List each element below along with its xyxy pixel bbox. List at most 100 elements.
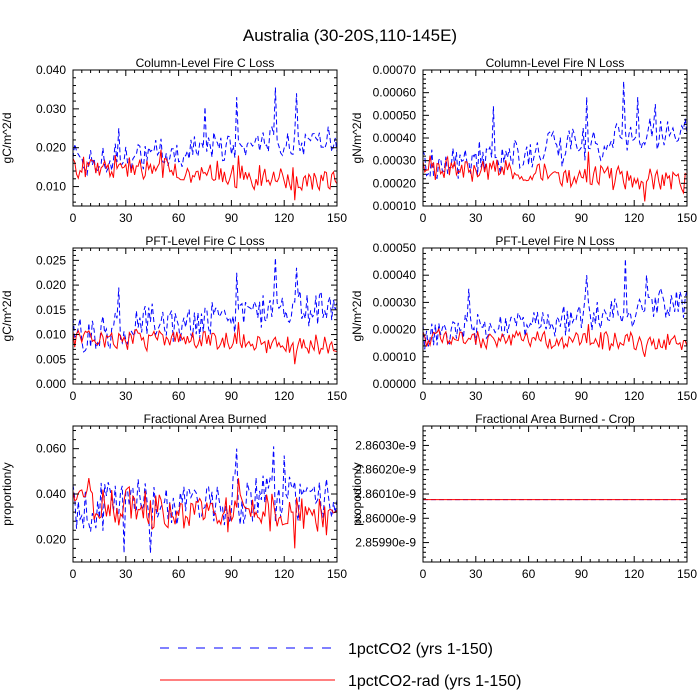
- y-axis-label: proportion/y: [350, 462, 364, 525]
- y-tick-label: 0.00010: [373, 350, 417, 364]
- y-tick-label: 2.86020e-9: [355, 463, 416, 477]
- x-tick-label: 0: [420, 389, 427, 403]
- series-group: [73, 257, 337, 365]
- x-tick-label: 60: [172, 211, 186, 225]
- y-tick-label: 0.015: [36, 303, 66, 317]
- y-axis-label: proportion/y: [0, 462, 14, 525]
- y-tick-label: 0.00070: [373, 63, 417, 77]
- y-tick-label: 0.00010: [373, 199, 417, 213]
- legend-label-2: 1pctCO2-rad (yrs 1-150): [348, 673, 521, 690]
- x-tick-label: 120: [624, 567, 644, 581]
- x-tick-label: 30: [469, 567, 483, 581]
- plot-frame: [72, 247, 338, 385]
- panels: Column-Level Fire C Loss gC/m^2/d 0 30 60 90 1…: [0, 56, 697, 581]
- y-tick-label: 0.010: [36, 180, 66, 194]
- x-tick-label: 30: [469, 211, 483, 225]
- series-line-1pctco2: [423, 81, 687, 179]
- panel-title: PFT-Level Fire N Loss: [495, 234, 614, 248]
- x-tick-label: 120: [624, 389, 644, 403]
- x-tick-label: 90: [575, 389, 589, 403]
- panel-4: PFT-Level Fire N Loss gN/m^2/d 0 30 60 90 120 1…: [350, 234, 697, 403]
- y-tick-label: 0.060: [36, 442, 66, 456]
- legend: 1pctCO2 (yrs 1-150) 1pctCO2-rad (yrs 1-15…: [160, 641, 521, 690]
- y-tick-label: 2.85990e-9: [355, 536, 416, 550]
- series-line-1pctco2: [73, 446, 337, 553]
- panel-title: Fractional Area Burned - Crop: [475, 412, 635, 426]
- x-tick-label: 150: [327, 389, 347, 403]
- panel-title: PFT-Level Fire C Loss: [145, 234, 264, 248]
- y-tick-label: 0.020: [36, 532, 66, 546]
- x-tick-label: 30: [119, 389, 133, 403]
- x-tick-label: 0: [70, 389, 77, 403]
- series-group: [73, 446, 337, 553]
- x-tick-label: 120: [624, 211, 644, 225]
- y-tick-label: 0.010: [36, 328, 66, 342]
- panel-5: Fractional Area Burned proportion/y 0 30 60 9…: [0, 412, 347, 581]
- x-tick-label: 30: [119, 211, 133, 225]
- series-group: [423, 81, 687, 202]
- panel-3: PFT-Level Fire C Loss gC/m^2/d 0 30 60 90 120 1…: [0, 234, 347, 403]
- y-tick-label: 0.00030: [373, 154, 417, 168]
- y-tick-label: 0.00020: [373, 323, 417, 337]
- series-line-1pctco2-rad: [423, 151, 687, 202]
- series-group: [423, 258, 687, 357]
- x-tick-label: 60: [522, 389, 536, 403]
- y-tick-label: 0.030: [36, 102, 66, 116]
- x-tick-label: 150: [677, 211, 697, 225]
- x-tick-label: 90: [575, 211, 589, 225]
- x-tick-label: 60: [172, 567, 186, 581]
- x-tick-label: 90: [225, 567, 239, 581]
- x-tick-label: 0: [70, 567, 77, 581]
- y-tick-label: 0.00050: [373, 108, 417, 122]
- series-line-1pctco2: [423, 258, 687, 350]
- y-tick-label: 2.86000e-9: [355, 511, 416, 525]
- panel-title: Column-Level Fire N Loss: [486, 56, 625, 70]
- series-line-1pctco2-rad: [73, 149, 337, 201]
- y-axis-label: gN/m^2/d: [350, 291, 364, 342]
- x-tick-label: 150: [327, 567, 347, 581]
- plot-frame: [422, 425, 688, 563]
- y-tick-label: 0.040: [36, 63, 66, 77]
- y-tick-label: 0.00020: [373, 176, 417, 190]
- x-tick-label: 0: [420, 211, 427, 225]
- panel-6: Fractional Area Burned - Crop proportion/…: [350, 412, 697, 581]
- x-tick-label: 60: [522, 567, 536, 581]
- series-line-1pctco2: [73, 257, 337, 353]
- x-tick-label: 120: [274, 389, 294, 403]
- x-tick-label: 30: [119, 567, 133, 581]
- x-tick-label: 150: [327, 211, 347, 225]
- panel-title: Fractional Area Burned: [144, 412, 267, 426]
- y-tick-label: 0.00000: [373, 377, 417, 391]
- y-tick-label: 0.000: [36, 377, 66, 391]
- x-tick-label: 120: [274, 567, 294, 581]
- y-tick-label: 0.025: [36, 253, 66, 267]
- x-tick-label: 90: [225, 211, 239, 225]
- plot-frame: [72, 69, 338, 207]
- x-tick-label: 30: [469, 389, 483, 403]
- x-tick-label: 90: [575, 567, 589, 581]
- y-tick-label: 0.005: [36, 352, 66, 366]
- plot-frame: [422, 69, 688, 207]
- x-tick-label: 60: [172, 389, 186, 403]
- series-group: [73, 87, 337, 201]
- y-tick-label: 2.86010e-9: [355, 487, 416, 501]
- panel-title: Column-Level Fire C Loss: [136, 56, 275, 70]
- x-tick-label: 0: [420, 567, 427, 581]
- plot-frame: [422, 247, 688, 385]
- x-tick-label: 0: [70, 211, 77, 225]
- series-line-1pctco2: [73, 87, 337, 177]
- y-tick-label: 2.86030e-9: [355, 438, 416, 452]
- series-line-1pctco2-rad: [73, 322, 337, 365]
- legend-label-1: 1pctCO2 (yrs 1-150): [348, 641, 493, 658]
- x-tick-label: 150: [677, 389, 697, 403]
- x-tick-label: 120: [274, 211, 294, 225]
- y-axis-label: gC/m^2/d: [0, 113, 14, 164]
- y-tick-label: 0.040: [36, 487, 66, 501]
- y-tick-label: 0.00030: [373, 295, 417, 309]
- series-line-1pctco2-rad: [423, 324, 687, 357]
- x-tick-label: 150: [677, 567, 697, 581]
- y-axis-label: gN/m^2/d: [350, 113, 364, 164]
- panel-1: Column-Level Fire C Loss gC/m^2/d 0 30 60 90 1…: [0, 56, 347, 225]
- y-tick-label: 0.00060: [373, 86, 417, 100]
